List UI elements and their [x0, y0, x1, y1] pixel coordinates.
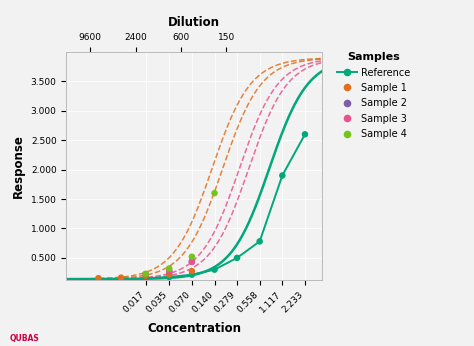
Point — [142, 272, 149, 277]
Point — [142, 272, 149, 277]
X-axis label: Concentration: Concentration — [147, 321, 241, 335]
Point — [165, 266, 173, 271]
Point — [211, 267, 219, 272]
Point — [256, 239, 264, 244]
Point — [188, 254, 196, 260]
Point — [279, 173, 286, 178]
Point — [142, 271, 149, 276]
Point — [188, 259, 196, 265]
Point — [142, 273, 149, 279]
Point — [142, 275, 149, 281]
Point — [188, 259, 196, 264]
Y-axis label: Response: Response — [12, 134, 25, 198]
Point — [301, 131, 309, 137]
Point — [165, 268, 173, 274]
Point — [165, 274, 173, 280]
X-axis label: Dilution: Dilution — [168, 16, 220, 29]
Text: QUBAS: QUBAS — [9, 334, 39, 343]
Point — [117, 275, 125, 280]
Point — [165, 272, 173, 277]
Point — [233, 255, 241, 261]
Legend: Reference, Sample 1, Sample 2, Sample 3, Sample 4: Reference, Sample 1, Sample 2, Sample 3,… — [337, 52, 410, 139]
Point — [188, 268, 196, 274]
Point — [95, 275, 102, 281]
Point — [188, 272, 196, 277]
Point — [165, 268, 173, 274]
Point — [211, 190, 219, 196]
